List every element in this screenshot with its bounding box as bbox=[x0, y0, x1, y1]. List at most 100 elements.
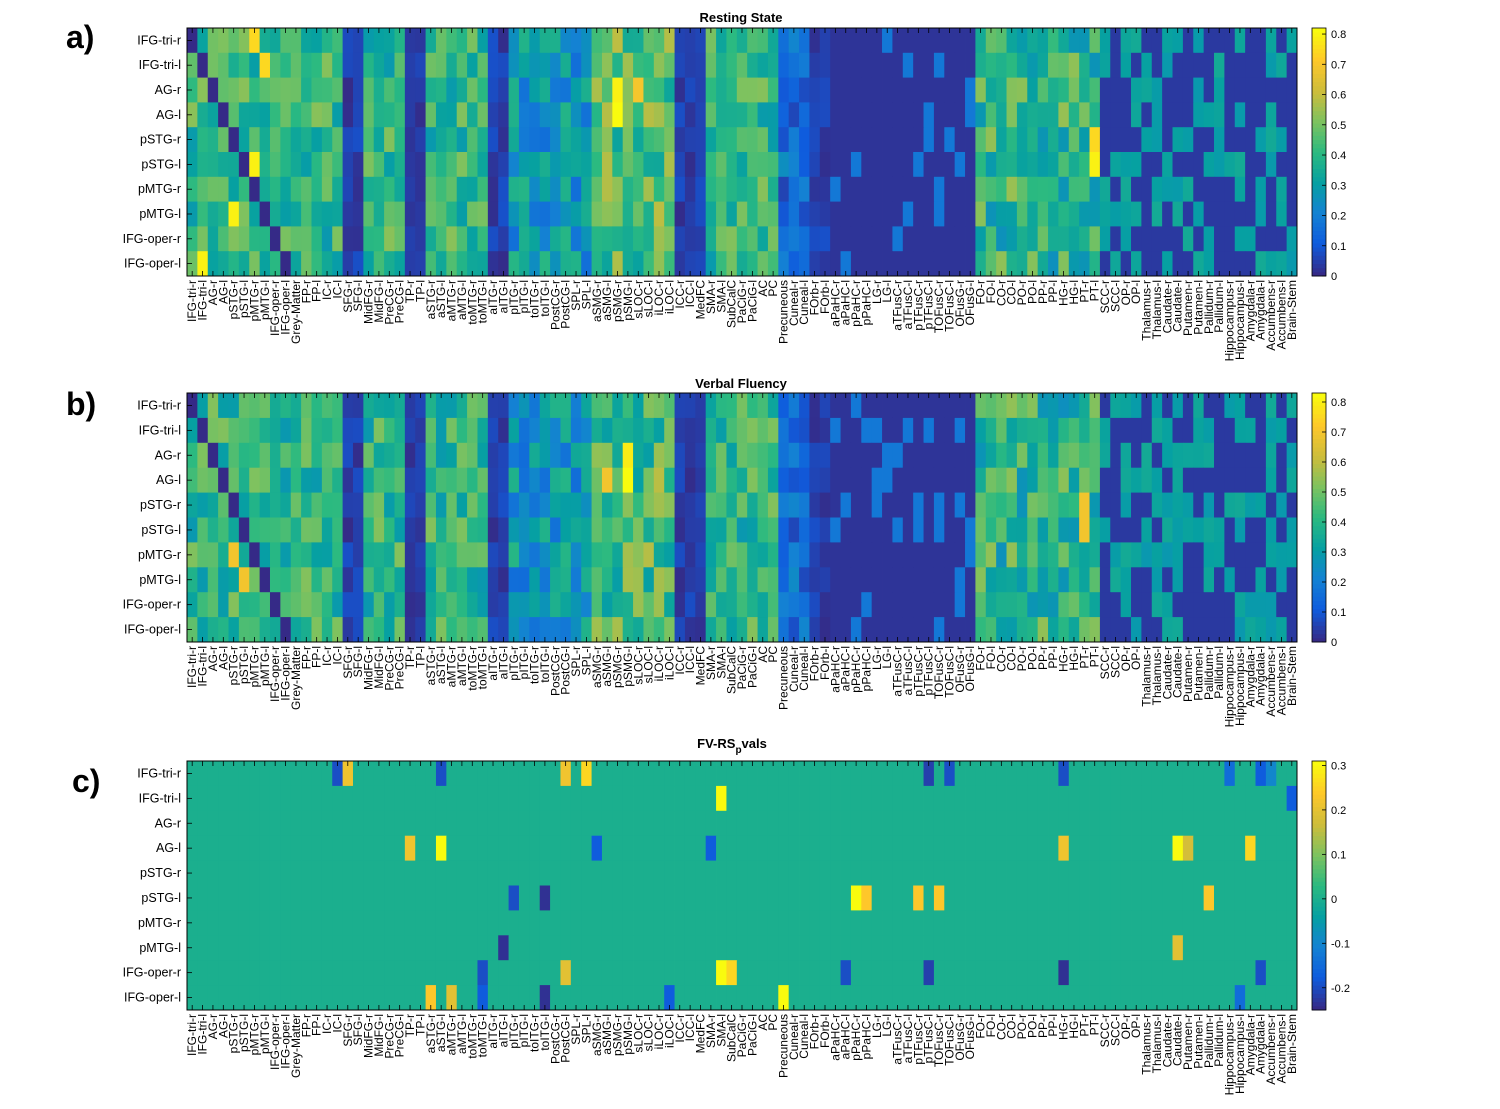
heatmap-cell bbox=[819, 810, 831, 837]
heatmap-cell bbox=[892, 567, 904, 593]
heatmap-cell bbox=[384, 127, 395, 153]
heatmap-cell bbox=[799, 102, 810, 128]
heatmap-cell bbox=[622, 860, 634, 886]
col-label: PP-l bbox=[1046, 1014, 1060, 1037]
colorbar-tick-label: 0.4 bbox=[1331, 517, 1346, 529]
colorbar-tick-label: 0.3 bbox=[1331, 547, 1346, 559]
heatmap-cell bbox=[923, 102, 935, 128]
heatmap-cell bbox=[332, 442, 343, 469]
heatmap-cell bbox=[394, 201, 406, 227]
heatmap-cell bbox=[1203, 393, 1215, 419]
heatmap-cell bbox=[1141, 442, 1153, 469]
heatmap-cell bbox=[716, 835, 727, 861]
heatmap-cell bbox=[1048, 542, 1059, 568]
heatmap-cell bbox=[1006, 785, 1018, 812]
heatmap-cell bbox=[840, 28, 852, 54]
heatmap-cell bbox=[985, 492, 997, 518]
col-label: Accumbens-r bbox=[1264, 1014, 1278, 1085]
heatmap-cell bbox=[446, 226, 458, 252]
heatmap-cell bbox=[1224, 28, 1236, 54]
heatmap-cell bbox=[684, 860, 696, 886]
heatmap-cell bbox=[1286, 492, 1298, 518]
heatmap-cell bbox=[1016, 785, 1028, 812]
heatmap-cell bbox=[830, 393, 841, 419]
heatmap-cell bbox=[550, 960, 561, 986]
heatmap-cell bbox=[767, 835, 779, 861]
heatmap-cell bbox=[965, 176, 976, 202]
heatmap-cell bbox=[1079, 542, 1090, 568]
heatmap-cell bbox=[1265, 985, 1277, 1011]
heatmap-cell bbox=[1265, 393, 1277, 419]
heatmap-cell bbox=[352, 542, 364, 568]
heatmap-cell bbox=[716, 617, 727, 643]
col-label: CO-r bbox=[994, 646, 1008, 672]
heatmap-cell bbox=[1182, 492, 1194, 518]
heatmap-cell bbox=[1172, 985, 1184, 1011]
heatmap-cell bbox=[653, 910, 665, 936]
heatmap-cell bbox=[477, 442, 489, 469]
heatmap-cell bbox=[467, 567, 478, 593]
heatmap-cell bbox=[1037, 152, 1049, 178]
heatmap-cell bbox=[560, 935, 572, 961]
heatmap-cell bbox=[415, 960, 426, 986]
heatmap-cell bbox=[809, 127, 821, 153]
colorbar-swatch bbox=[1312, 131, 1326, 136]
heatmap-cell bbox=[612, 960, 624, 986]
heatmap-cell bbox=[664, 176, 675, 202]
heatmap-cell bbox=[705, 492, 717, 518]
heatmap-cell bbox=[736, 152, 748, 178]
colorbar-swatch bbox=[1312, 563, 1326, 568]
heatmap-cell bbox=[352, 442, 364, 469]
colorbar-swatch bbox=[1312, 397, 1326, 402]
heatmap-cell bbox=[342, 467, 354, 493]
heatmap-cell bbox=[674, 617, 686, 643]
heatmap-cell bbox=[747, 102, 758, 128]
heatmap-cell bbox=[446, 442, 458, 469]
heatmap-cell bbox=[965, 835, 976, 861]
heatmap-cell bbox=[643, 152, 655, 178]
heatmap-cell bbox=[1214, 517, 1225, 543]
col-label: aMTG-l bbox=[455, 646, 469, 686]
heatmap-cell bbox=[311, 226, 323, 252]
heatmap-cell bbox=[1224, 467, 1236, 493]
heatmap-cell bbox=[871, 860, 883, 886]
heatmap-cell bbox=[819, 201, 831, 227]
heatmap-cell bbox=[882, 810, 893, 837]
heatmap-cell bbox=[954, 617, 966, 643]
heatmap-cell bbox=[1006, 102, 1018, 128]
heatmap-cell bbox=[985, 201, 997, 227]
heatmap-cell bbox=[996, 885, 1007, 911]
heatmap-cell bbox=[612, 176, 624, 202]
heatmap-cell bbox=[1110, 617, 1122, 643]
heatmap-cell bbox=[560, 28, 572, 54]
heatmap-cell bbox=[601, 617, 613, 643]
heatmap-cell bbox=[1131, 417, 1142, 444]
heatmap-cell bbox=[1016, 127, 1028, 153]
heatmap-cell bbox=[1131, 201, 1142, 227]
col-label: pMTG-r bbox=[247, 1014, 261, 1055]
heatmap-cell bbox=[1182, 417, 1194, 444]
heatmap-cell bbox=[923, 985, 935, 1011]
heatmap-cell bbox=[1151, 617, 1163, 643]
colorbar-swatch bbox=[1312, 914, 1326, 920]
heatmap-cell bbox=[529, 785, 541, 812]
heatmap-cell bbox=[332, 417, 343, 444]
heatmap-cell bbox=[280, 77, 292, 103]
heatmap-cell bbox=[1193, 910, 1205, 936]
heatmap-cell bbox=[269, 860, 281, 886]
heatmap-cell bbox=[290, 442, 302, 469]
col-label: AG-r bbox=[206, 646, 220, 671]
colorbar-swatch bbox=[1312, 94, 1326, 99]
heatmap-cell bbox=[373, 176, 385, 202]
heatmap-cell bbox=[923, 127, 935, 153]
colorbar-swatch bbox=[1312, 864, 1326, 870]
heatmap-cell bbox=[996, 517, 1007, 543]
heatmap-cell bbox=[363, 542, 375, 568]
heatmap-cell bbox=[415, 542, 426, 568]
heatmap-cell bbox=[560, 885, 572, 911]
heatmap-cell bbox=[643, 442, 655, 469]
row-label: IFG-tri-r bbox=[137, 33, 181, 47]
heatmap-cell bbox=[643, 417, 655, 444]
heatmap-cell bbox=[944, 910, 956, 936]
heatmap-cell bbox=[218, 417, 229, 444]
